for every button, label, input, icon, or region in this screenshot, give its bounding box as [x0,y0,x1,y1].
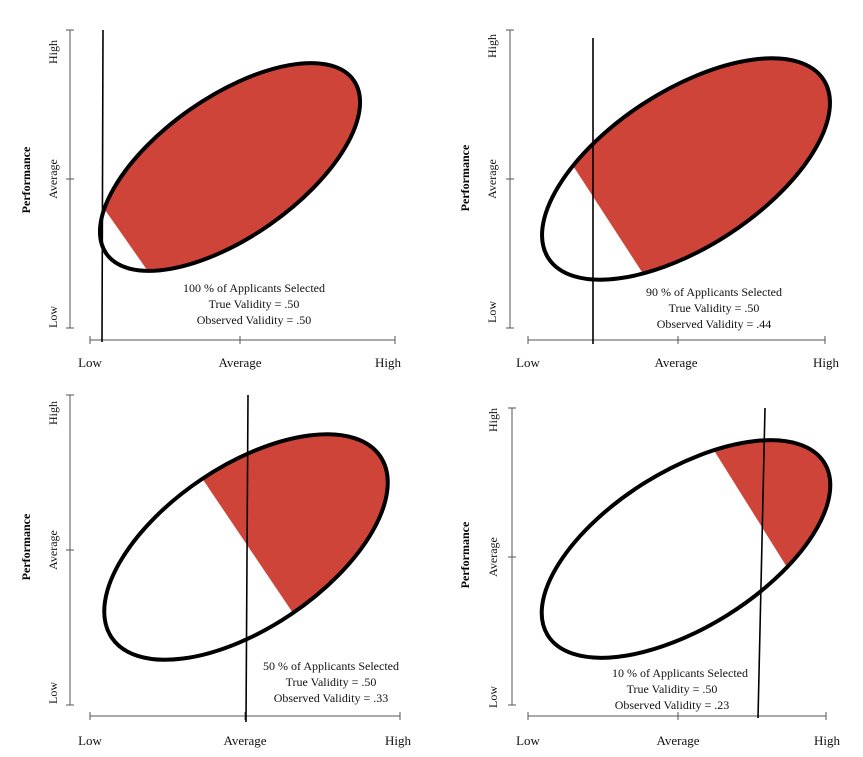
observed-validity-label: Observed Validity = .44 [657,317,772,331]
panel-3: High Average Low Performance Low Average… [19,394,412,748]
applicant-ellipse [540,56,832,282]
y-axis-title: Performance [458,144,472,211]
y-axis-title: Performance [19,513,33,580]
x-tick-label-average: Average [218,355,261,370]
selection-cutoff-line [245,394,249,723]
observed-validity-label: Observed Validity = .50 [197,313,312,327]
percent-selected-label: 90 % of Applicants Selected [646,285,782,299]
true-validity-label: True Validity = .50 [209,297,300,311]
true-validity-label: True Validity = .50 [669,301,760,315]
observed-validity-label: Observed Validity = .33 [274,691,389,705]
true-validity-label: True Validity = .50 [627,682,718,696]
y-axis-title: Performance [458,521,472,588]
x-tick-label-average: Average [654,355,697,370]
y-tick-label-high: High [485,34,499,58]
panel-1: High Average Low Performance Low Average… [19,29,402,370]
y-tick-label-low: Low [485,301,499,323]
selected-region [99,63,361,271]
percent-selected-label: 100 % of Applicants Selected [183,281,325,295]
x-tick-label-average: Average [223,733,266,748]
x-tick-label-high: High [385,733,412,748]
x-tick-label-high: High [814,733,841,748]
percent-selected-label: 50 % of Applicants Selected [263,659,399,673]
y-tick-label-average: Average [46,530,60,570]
y-tick-label-low: Low [46,682,60,704]
applicant-ellipse [539,438,833,660]
y-tick-label-average: Average [46,159,60,199]
selection-cutoff-line [101,29,104,343]
y-tick-label-average: Average [485,159,499,199]
percent-selected-label: 10 % of Applicants Selected [612,666,748,680]
y-tick-label-low: Low [486,686,500,708]
panel-2: High Average Low Performance Low Average… [458,29,840,370]
x-tick-label-average: Average [656,733,699,748]
x-tick-label-low: Low [78,733,102,748]
y-tick-label-high: High [46,401,60,425]
y-tick-label-high: High [486,408,500,432]
applicant-ellipse [102,432,390,662]
x-tick-label-low: Low [78,355,102,370]
panel-4: High Average Low Performance Low Average… [458,407,841,748]
applicant-ellipse [97,61,363,273]
observed-validity-label: Observed Validity = .23 [615,698,730,712]
y-tick-label-high: High [46,40,60,64]
selected-region [660,440,831,658]
x-tick-label-low: Low [516,733,540,748]
x-tick-label-high: High [375,355,402,370]
true-validity-label: True Validity = .50 [286,675,377,689]
x-tick-label-low: Low [516,355,540,370]
selection-cutoff-line [757,407,766,719]
selected-region [542,58,830,280]
y-axis-title: Performance [19,146,33,213]
y-tick-label-average: Average [486,537,500,577]
x-tick-label-high: High [813,355,840,370]
y-tick-label-low: Low [46,306,60,328]
